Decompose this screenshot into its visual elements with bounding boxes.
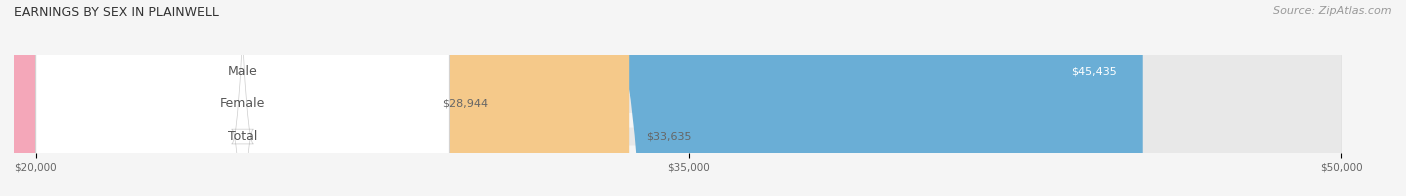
FancyBboxPatch shape <box>35 0 450 196</box>
FancyBboxPatch shape <box>35 0 1143 196</box>
Text: $45,435: $45,435 <box>1071 66 1116 76</box>
Text: Female: Female <box>219 97 266 110</box>
Text: Source: ZipAtlas.com: Source: ZipAtlas.com <box>1274 6 1392 16</box>
Text: $28,944: $28,944 <box>443 99 489 109</box>
FancyBboxPatch shape <box>0 0 558 196</box>
Text: Total: Total <box>228 130 257 143</box>
FancyBboxPatch shape <box>35 0 450 196</box>
FancyBboxPatch shape <box>35 0 1341 196</box>
Text: Male: Male <box>228 65 257 78</box>
FancyBboxPatch shape <box>35 0 1341 196</box>
FancyBboxPatch shape <box>35 0 450 196</box>
FancyBboxPatch shape <box>35 0 1341 196</box>
FancyBboxPatch shape <box>35 0 630 196</box>
Text: EARNINGS BY SEX IN PLAINWELL: EARNINGS BY SEX IN PLAINWELL <box>14 6 219 19</box>
Text: $33,635: $33,635 <box>647 132 692 142</box>
